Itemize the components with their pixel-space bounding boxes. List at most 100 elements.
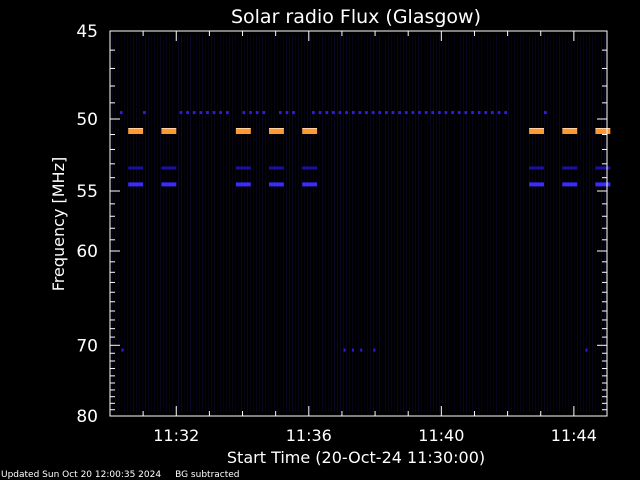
- noise-streak: [583, 35, 584, 412]
- noise-streak: [334, 35, 335, 412]
- noise-streak: [202, 35, 203, 412]
- noise-streak: [487, 35, 488, 412]
- noise-streak: [577, 35, 578, 412]
- noise-streak: [151, 35, 152, 412]
- emission-burst: [269, 129, 284, 134]
- emission-burst: [235, 166, 251, 170]
- noise-streak: [229, 35, 230, 412]
- y-tick-label: 80: [76, 407, 98, 427]
- emission-burst: [464, 111, 468, 115]
- noise-streak: [382, 35, 383, 412]
- noise-streak: [265, 35, 266, 412]
- noise-streak: [295, 35, 296, 412]
- noise-streak: [496, 35, 497, 412]
- emission-burst: [491, 111, 494, 115]
- emission-burst: [444, 111, 448, 115]
- emission-burst: [302, 182, 318, 187]
- noise-streak: [388, 35, 389, 412]
- emission-burst: [544, 111, 547, 115]
- noise-streak: [385, 35, 386, 412]
- noise-streak: [280, 35, 281, 412]
- noise-streak: [328, 35, 329, 412]
- noise-streak: [541, 35, 542, 412]
- emission-burst: [373, 348, 376, 352]
- emission-burst: [345, 111, 348, 115]
- noise-streak: [439, 35, 440, 412]
- noise-streak: [478, 35, 479, 412]
- emission-burst: [186, 111, 189, 115]
- noise-streak: [511, 35, 512, 412]
- emission-burst: [471, 111, 474, 115]
- emission-burst: [497, 111, 501, 115]
- noise-streak: [427, 35, 428, 412]
- emission-burst: [226, 111, 229, 115]
- emission-burst: [595, 166, 611, 170]
- noise-streak: [142, 35, 143, 412]
- noise-streak: [115, 35, 116, 412]
- noise-streak: [154, 35, 155, 412]
- noise-streak: [235, 35, 236, 412]
- noise-streak: [130, 35, 131, 412]
- emission-burst: [312, 111, 315, 115]
- emission-burst-highlight: [562, 128, 578, 129]
- emission-burst: [235, 182, 251, 187]
- noise-streak: [319, 35, 320, 412]
- emission-burst: [438, 111, 441, 115]
- noise-streak: [568, 35, 569, 412]
- x-tick-label: 11:44: [551, 426, 597, 445]
- noise-streak: [214, 35, 215, 412]
- emission-burst: [358, 111, 362, 115]
- noise-streak: [139, 35, 140, 412]
- noise-streak: [340, 35, 341, 412]
- noise-streak: [205, 35, 206, 412]
- x-tick-label: 11:40: [418, 426, 464, 445]
- noise-streaks: [112, 35, 605, 412]
- noise-streak: [178, 35, 179, 412]
- emission-burst: [179, 111, 183, 115]
- noise-streak: [391, 35, 392, 412]
- noise-streak: [559, 35, 560, 412]
- noise-streak: [574, 35, 575, 412]
- noise-streak: [367, 35, 368, 412]
- noise-streak: [223, 35, 224, 412]
- noise-streak: [226, 35, 227, 412]
- noise-streak: [136, 35, 137, 412]
- noise-streak: [322, 35, 323, 412]
- noise-streak: [118, 35, 119, 412]
- emission-burst: [371, 111, 375, 115]
- noise-streak: [445, 35, 446, 412]
- noise-streak: [268, 35, 269, 412]
- noise-streak: [127, 35, 128, 412]
- noise-streak: [361, 35, 362, 412]
- emission-burst: [119, 111, 123, 115]
- emission-burst: [385, 111, 388, 115]
- emission-burst: [262, 111, 266, 115]
- emission-burst: [128, 182, 144, 187]
- noise-streak: [172, 35, 173, 412]
- noise-streak: [436, 35, 437, 412]
- noise-streak: [424, 35, 425, 412]
- emission-burst: [199, 111, 203, 115]
- noise-streak: [595, 35, 596, 412]
- emission-burst: [318, 111, 322, 115]
- noise-streak: [508, 35, 509, 412]
- noise-streak: [430, 35, 431, 412]
- noise-streak: [457, 35, 458, 412]
- noise-streak: [586, 35, 587, 412]
- noise-streak: [466, 35, 467, 412]
- noise-streak: [160, 35, 161, 412]
- noise-streak: [343, 35, 344, 412]
- emission-burst: [212, 111, 216, 115]
- noise-streak: [349, 35, 350, 412]
- noise-streak: [463, 35, 464, 412]
- emission-burst: [504, 111, 507, 115]
- noise-streak: [523, 35, 524, 412]
- noise-streak: [181, 35, 182, 412]
- emission-burst: [255, 111, 259, 115]
- noise-streak: [217, 35, 218, 412]
- emission-burst: [302, 166, 318, 170]
- noise-streak: [310, 35, 311, 412]
- emission-burst: [235, 129, 251, 134]
- noise-streak: [283, 35, 284, 412]
- emission-burst: [562, 129, 578, 134]
